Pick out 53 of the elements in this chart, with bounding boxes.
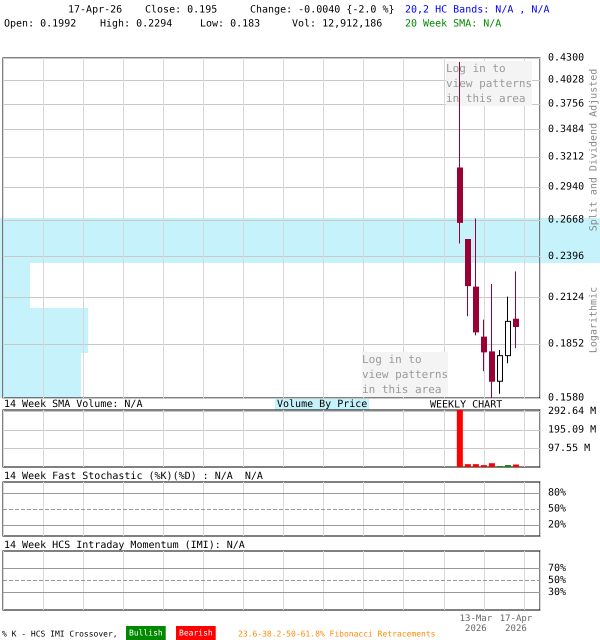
text: Change: -0.0040 {-2.0 %} — [250, 4, 394, 16]
y-tick-label: 0.2124 — [548, 292, 584, 304]
text: % K - HCS IMI Crossover, — [2, 630, 118, 638]
text: Bullish — [129, 628, 163, 638]
y-tick-label: 0.2940 — [548, 182, 584, 193]
text: 20 Week SMA: N/A — [405, 18, 502, 30]
text: Vol: 12,912,186 — [292, 18, 382, 30]
annotation: Split and Dividend Adjusted — [588, 68, 600, 232]
y-tick-label: 195.09 M — [548, 424, 596, 436]
candlestick — [489, 284, 495, 398]
candlestick — [505, 296, 511, 364]
annotation: Log in to view patterns in this area — [362, 353, 448, 396]
y-tick-label: 50% — [548, 504, 566, 514]
y-tick-label: 0.3212 — [548, 152, 584, 163]
candlestick — [513, 270, 519, 349]
text: Bearish — [179, 628, 213, 638]
y-tick-label: 70% — [548, 563, 566, 574]
text: High: 0.2294 — [100, 18, 172, 30]
annotation: WEEKLY CHART — [430, 400, 502, 410]
candlestick — [481, 319, 487, 372]
y-tick-label: 30% — [548, 586, 566, 598]
y-tick-label: 0.1852 — [548, 338, 584, 350]
text: Low: 0.183 — [200, 18, 260, 30]
x-tick-label: 13-Mar 2026 — [460, 614, 493, 634]
y-tick-label: 0.3484 — [548, 124, 584, 135]
y-tick-label: 0.3756 — [548, 98, 584, 110]
y-tick-label: 80% — [548, 487, 566, 498]
chart-title: 14 Week SMA Volume: N/A — [4, 399, 142, 410]
chart-title: 14 Week HCS Intraday Momentum (IMI): N/A — [4, 540, 245, 551]
y-tick-label: 0.2396 — [548, 251, 584, 262]
text: Close: 0.195 — [145, 4, 218, 16]
x-tick-label: 17-Apr 2026 — [500, 614, 533, 634]
text: Open: 0.1992 — [4, 18, 76, 30]
candlestick — [497, 349, 503, 394]
annotation: Logarithmic — [588, 286, 600, 354]
bar — [472, 464, 479, 467]
y-tick-label: 0.1580 — [548, 392, 584, 404]
y-tick-label: 20% — [548, 520, 566, 531]
y-tick-label: 97.55 M — [548, 442, 590, 454]
y-tick-label: 0.4300 — [548, 52, 584, 64]
text: Volume By Price — [277, 399, 368, 410]
y-tick-label: 292.64 M — [548, 406, 596, 417]
bar — [488, 463, 495, 467]
text: 23.6-38.2-50-61.8% Fibonacci Retracements — [238, 630, 436, 638]
text: 17-Apr-26 — [68, 4, 122, 16]
y-tick-label: 0.2668 — [548, 214, 584, 226]
text: 20,2 HC Bands: N/A , N/A — [405, 4, 550, 16]
y-tick-label: 50% — [548, 575, 566, 586]
bar — [456, 410, 463, 467]
bar — [464, 464, 471, 467]
chart-title: 14 Week Fast Stochastic (%K)(%D) : N/A N/A — [4, 471, 263, 482]
y-tick-label: 0.4028 — [548, 74, 584, 86]
candlestick — [473, 218, 479, 336]
